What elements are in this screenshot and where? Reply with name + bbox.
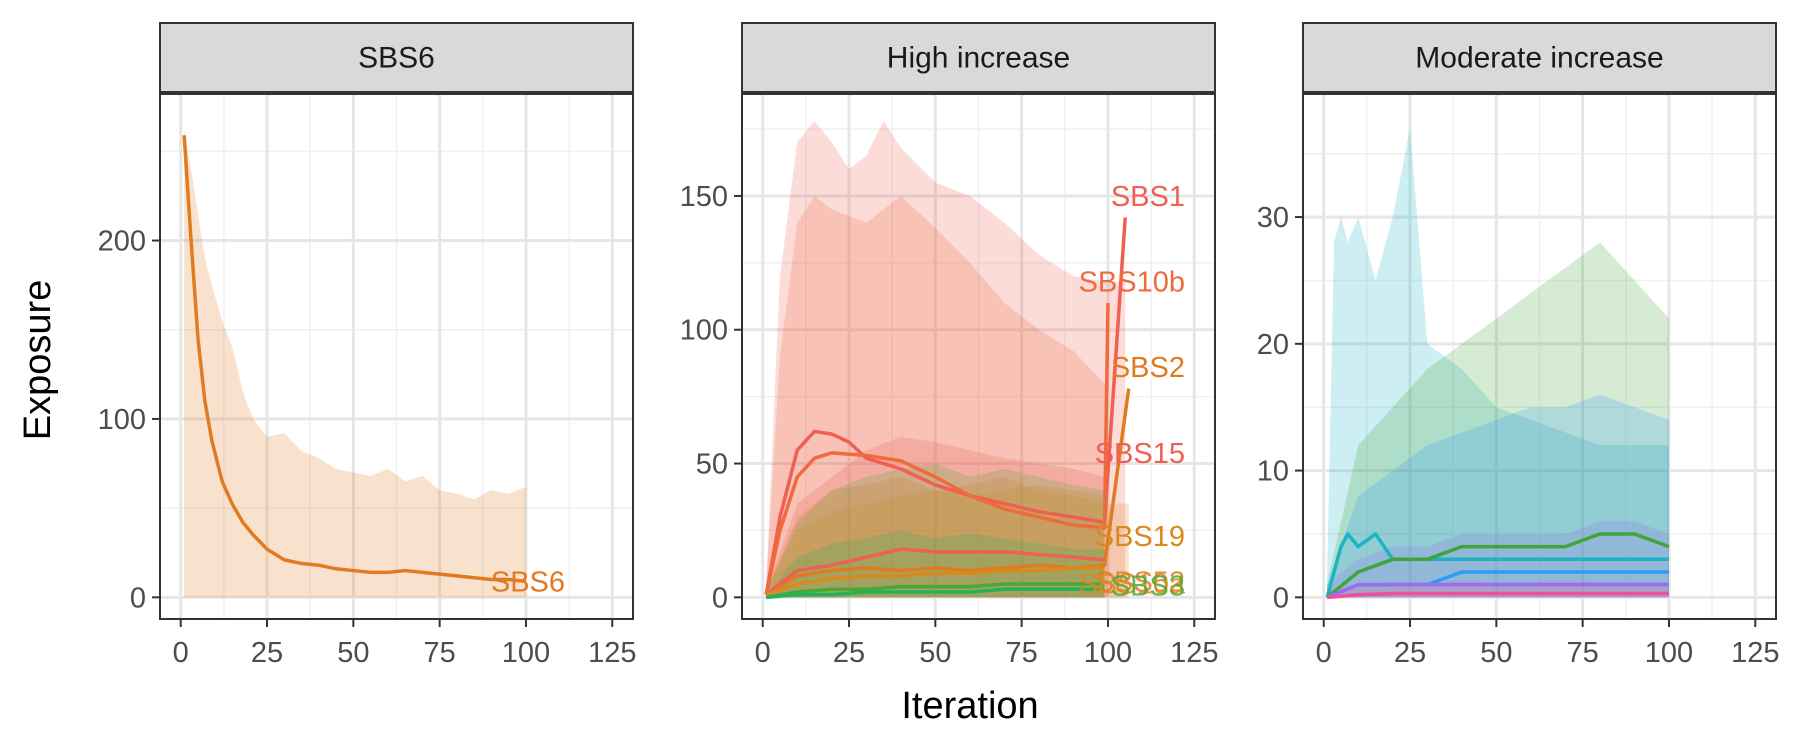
series-layer — [182, 129, 527, 598]
series-label-SBS15: SBS15 — [1095, 438, 1185, 470]
y-tick-label: 30 — [1257, 202, 1289, 234]
line-series — [1327, 591, 1669, 600]
x-tick-label: 0 — [755, 637, 771, 669]
series-label-SBS19: SBS19 — [1095, 521, 1185, 553]
series-label-SBS1: SBS1 — [1111, 181, 1185, 213]
x-tick-label: 50 — [337, 637, 369, 669]
strip-title: High increase — [887, 42, 1070, 75]
line-SBS6 — [182, 135, 527, 584]
plot-border — [741, 93, 1216, 620]
line-SBS10b — [764, 302, 1110, 596]
strip-box — [741, 22, 1216, 93]
y-tick-label: 100 — [98, 404, 146, 436]
series-layer — [764, 121, 1131, 600]
x-tick-label: 125 — [1731, 637, 1779, 669]
plot-border — [1302, 93, 1777, 620]
x-tick-label: 75 — [1567, 637, 1599, 669]
strip-title: Moderate increase — [1415, 42, 1663, 75]
series-label-SBS10a: SBS10a — [1079, 568, 1186, 600]
x-tick-label: 75 — [424, 637, 456, 669]
y-tick-label: 0 — [712, 582, 728, 614]
line-SBS19 — [765, 566, 1105, 597]
y-tick-label: 0 — [1273, 582, 1289, 614]
x-tick-label: 100 — [1645, 637, 1693, 669]
x-tick-label: 125 — [588, 637, 636, 669]
strip-box — [1302, 22, 1777, 93]
panel-2: Moderate increase 0 25 50 75 100 125 0 10 20 30 — [1257, 22, 1779, 669]
x-tick-label: 100 — [1084, 637, 1132, 669]
y-tick-label: 200 — [98, 226, 146, 258]
line-series — [1326, 582, 1669, 599]
x-axis-title: Iteration — [901, 685, 1038, 727]
band-SBS10b — [766, 195, 1108, 598]
strip-title: SBS6 — [358, 42, 435, 75]
x-tick-label: 25 — [1394, 637, 1426, 669]
x-tick-label: 50 — [919, 637, 951, 669]
band-series — [1327, 394, 1669, 598]
series-label-SBS52: SBS52 — [1095, 566, 1185, 598]
x-tick-label: 25 — [833, 637, 865, 669]
x-tick-label: 50 — [1480, 637, 1512, 669]
panel-0: SBS6 SBS6 0 25 50 75 100 125 0 100 200 — [98, 22, 636, 669]
band-series — [766, 530, 1105, 598]
x-tick-label: 25 — [251, 637, 283, 669]
band-SBS6 — [184, 129, 526, 598]
series-label-SBS10b: SBS10b — [1079, 267, 1185, 299]
series-label-SBS3: SBS3 — [1111, 570, 1185, 602]
line-series — [766, 587, 1105, 600]
y-tick-label: 100 — [680, 315, 728, 347]
line-series — [1326, 532, 1670, 599]
x-tick-label: 0 — [173, 637, 189, 669]
plot-border — [159, 93, 634, 620]
band-series — [766, 463, 1105, 598]
x-tick-label: 100 — [502, 637, 550, 669]
series-label-SBS6: SBS6 — [491, 566, 565, 598]
band-series — [1327, 242, 1669, 598]
band-SBS1 — [766, 121, 1126, 598]
series-layer — [1325, 128, 1670, 600]
y-tick-label: 50 — [696, 449, 728, 481]
y-tick-label: 10 — [1257, 456, 1289, 488]
x-tick-label: 75 — [1006, 637, 1038, 669]
series-label-SBS2: SBS2 — [1111, 352, 1185, 384]
band-SBS15 — [766, 436, 1105, 598]
x-tick-label: 125 — [1170, 637, 1218, 669]
line-SBS15 — [765, 547, 1105, 597]
line-SBS1 — [764, 217, 1127, 595]
y-tick-label: 0 — [130, 582, 146, 614]
panel-1: High increase SBS1 SBS10b SBS2 SBS15 SBS19 SBS… — [680, 22, 1218, 669]
y-tick-label: 150 — [680, 181, 728, 213]
y-axis-title: Exposure — [17, 280, 59, 441]
x-tick-label: 0 — [1316, 637, 1332, 669]
line-series — [765, 582, 1105, 600]
strip-box — [159, 22, 634, 93]
band-series — [1327, 128, 1669, 598]
y-tick-label: 20 — [1257, 329, 1289, 361]
